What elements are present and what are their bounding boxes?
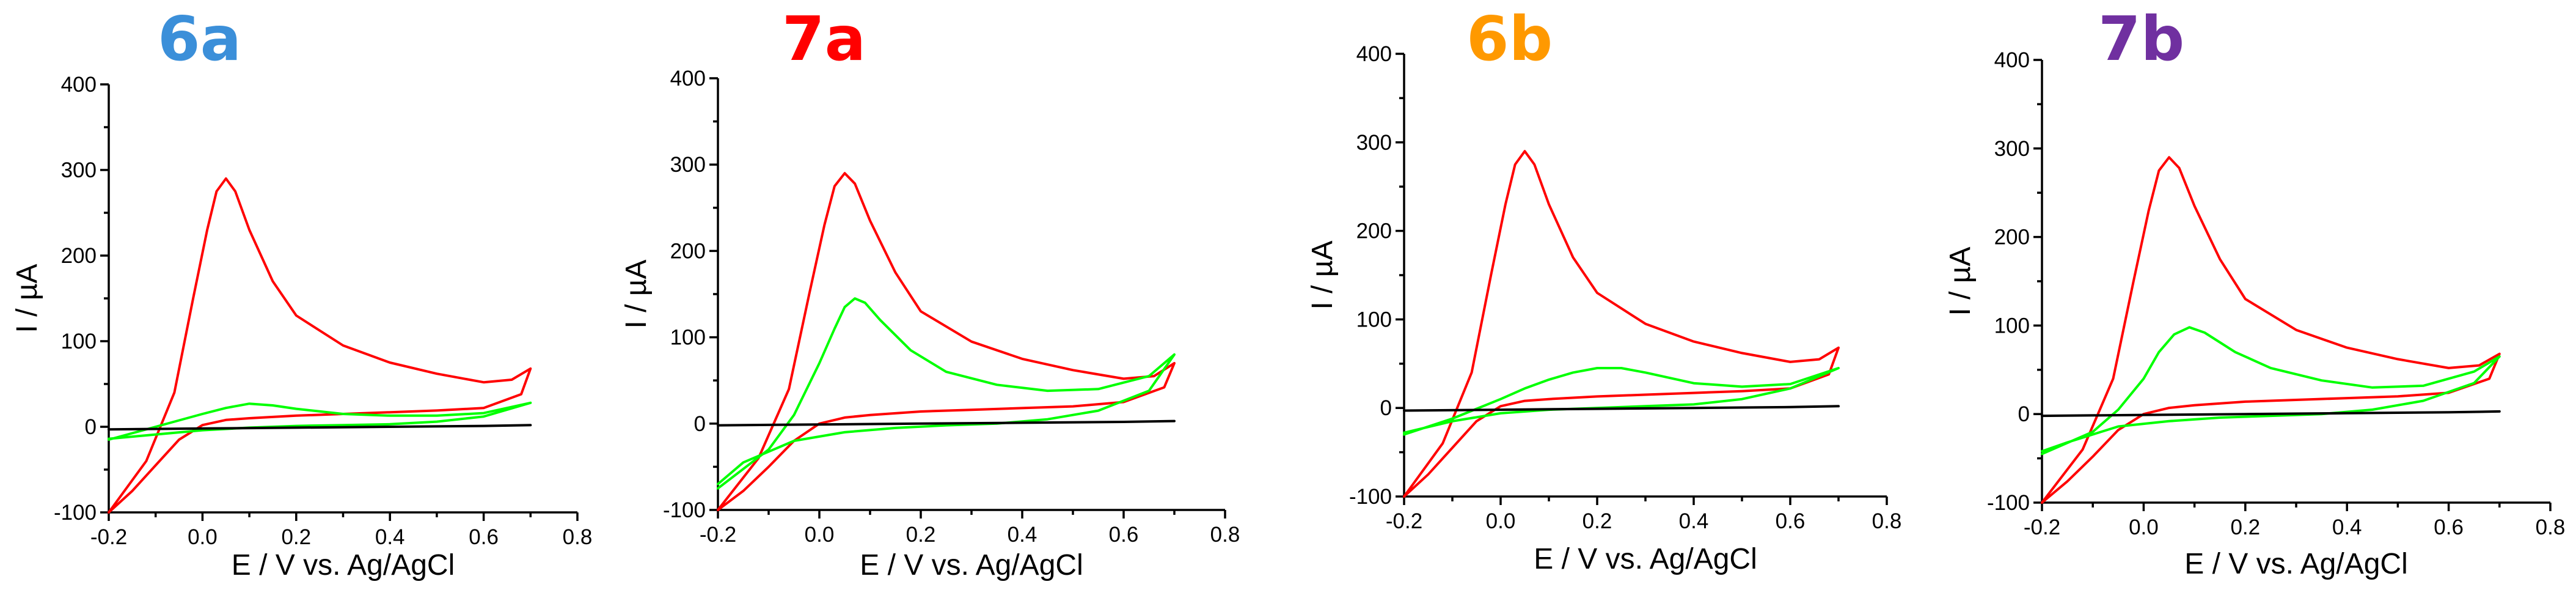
x-tick-label: 0.4 <box>1679 509 1709 533</box>
y-axis-title: I / µA <box>620 259 653 328</box>
y-tick-label: 0 <box>1380 396 1392 420</box>
y-tick-label: 0 <box>694 412 706 436</box>
panel-6b: 6b -0.2 0.0 0.2 0.4 0.6 0.8 -100 0 100 200 300 400 E… <box>1259 0 1903 609</box>
x-tick-label: -0.2 <box>2024 515 2060 539</box>
x-tick-label: 0.2 <box>1583 509 1612 533</box>
chart-7a: -0.2 0.0 0.2 0.4 0.6 0.8 -100 0 100 200 300 400 E / … <box>620 67 1240 581</box>
panel-7a: 7a -0.2 0.0 0.2 0.4 0.6 0.8 -100 0 100 200 300 400 E… <box>611 0 1255 609</box>
x-tick-label: 0.8 <box>2536 515 2566 539</box>
y-tick-label: 200 <box>1356 220 1392 243</box>
x-tick-label: 0.8 <box>1210 523 1240 547</box>
series-black-baseline-7a <box>717 419 1176 427</box>
x-tick-label: 0.6 <box>1109 523 1139 547</box>
x-tick-label: 0.0 <box>188 525 218 549</box>
y-tick-label: 300 <box>1994 137 2030 161</box>
series-red-curve-7a <box>717 172 1176 511</box>
x-tick-label: 0.6 <box>2434 515 2464 539</box>
panel-title-7b: 7b <box>2098 3 2185 75</box>
panel-title-6b: 6b <box>1466 3 1553 75</box>
y-tick-label: 200 <box>61 244 97 268</box>
y-tick-label: 100 <box>670 326 706 350</box>
panel-7b: 7b -0.2 0.0 0.2 0.4 0.6 0.8 -100 0 100 200 300 400 E… <box>1890 0 2565 609</box>
y-tick-label: -100 <box>54 501 97 525</box>
x-tick-label: 0.0 <box>1486 509 1516 533</box>
y-tick-label: -100 <box>1349 485 1392 509</box>
chart-7b: -0.2 0.0 0.2 0.4 0.6 0.8 -100 0 100 200 300 400 E / … <box>1944 48 2565 580</box>
x-tick-label: -0.2 <box>700 523 736 547</box>
y-tick-label: 400 <box>61 73 97 97</box>
x-tick-label: 0.0 <box>2129 515 2159 539</box>
y-tick-label: 300 <box>1356 131 1392 155</box>
y-axis-title: I / µA <box>1306 240 1339 309</box>
panel-title-6a: 6a <box>158 3 242 75</box>
y-tick-label: -100 <box>1987 491 2030 515</box>
y-tick-label: 300 <box>670 153 706 177</box>
x-tick-label: 0.0 <box>805 523 835 547</box>
series-red-curve-6b <box>1403 150 1840 498</box>
y-tick-label: 400 <box>670 67 706 90</box>
panel-title-7a: 7a <box>782 3 866 75</box>
series-red-curve-7b <box>2041 156 2501 504</box>
y-tick-label: 200 <box>670 239 706 263</box>
series-green-curve-7a <box>717 297 1176 490</box>
x-tick-label: 0.2 <box>2230 515 2260 539</box>
x-axis-title: E / V vs. Ag/AgCl <box>2184 548 2407 580</box>
x-axis-title: E / V vs. Ag/AgCl <box>232 549 455 581</box>
y-tick-label: 200 <box>1994 226 2030 249</box>
x-axis-title: E / V vs. Ag/AgCl <box>1534 543 1757 575</box>
panel-6a: 6a -0.2 0.0 0.2 0.4 0.6 0.8 -100 0 100 200 300 400 E… <box>0 0 644 609</box>
y-axis-title: I / µA <box>1944 246 1977 316</box>
x-tick-label: 0.2 <box>906 523 936 547</box>
y-tick-label: 100 <box>1356 308 1392 331</box>
y-tick-label: 400 <box>1356 42 1392 66</box>
x-tick-label: 0.6 <box>469 525 499 549</box>
y-tick-label: 300 <box>61 158 97 182</box>
x-axis-title: E / V vs. Ag/AgCl <box>860 549 1083 581</box>
series-black-baseline-6b <box>1403 405 1840 412</box>
chart-6a: -0.2 0.0 0.2 0.4 0.6 0.8 -100 0 100 200 300 400 E / … <box>11 73 593 581</box>
y-tick-label: 400 <box>1994 48 2030 72</box>
y-axis-title: I / µA <box>11 264 43 333</box>
y-tick-label: 100 <box>61 330 97 353</box>
x-tick-label: -0.2 <box>1386 509 1422 533</box>
x-tick-label: 0.4 <box>2332 515 2362 539</box>
y-tick-label: 0 <box>2018 402 2030 426</box>
y-tick-label: 0 <box>85 415 97 439</box>
x-tick-label: 0.6 <box>1776 509 1806 533</box>
x-tick-label: 0.4 <box>375 525 405 549</box>
series-black-baseline-7b <box>2041 410 2501 418</box>
series-black-baseline-6a <box>108 424 532 431</box>
y-tick-label: 100 <box>1994 314 2030 338</box>
x-tick-label: 0.8 <box>1872 509 1902 533</box>
series-green-curve-7b <box>2041 326 2501 456</box>
x-tick-label: 0.8 <box>563 525 593 549</box>
x-tick-label: -0.2 <box>90 525 127 549</box>
x-tick-label: 0.4 <box>1008 523 1037 547</box>
x-tick-label: 0.2 <box>281 525 311 549</box>
y-tick-label: -100 <box>663 498 706 522</box>
chart-6b: -0.2 0.0 0.2 0.4 0.6 0.8 -100 0 100 200 300 400 E / … <box>1306 42 1902 575</box>
series-red-curve-6a <box>108 177 532 514</box>
